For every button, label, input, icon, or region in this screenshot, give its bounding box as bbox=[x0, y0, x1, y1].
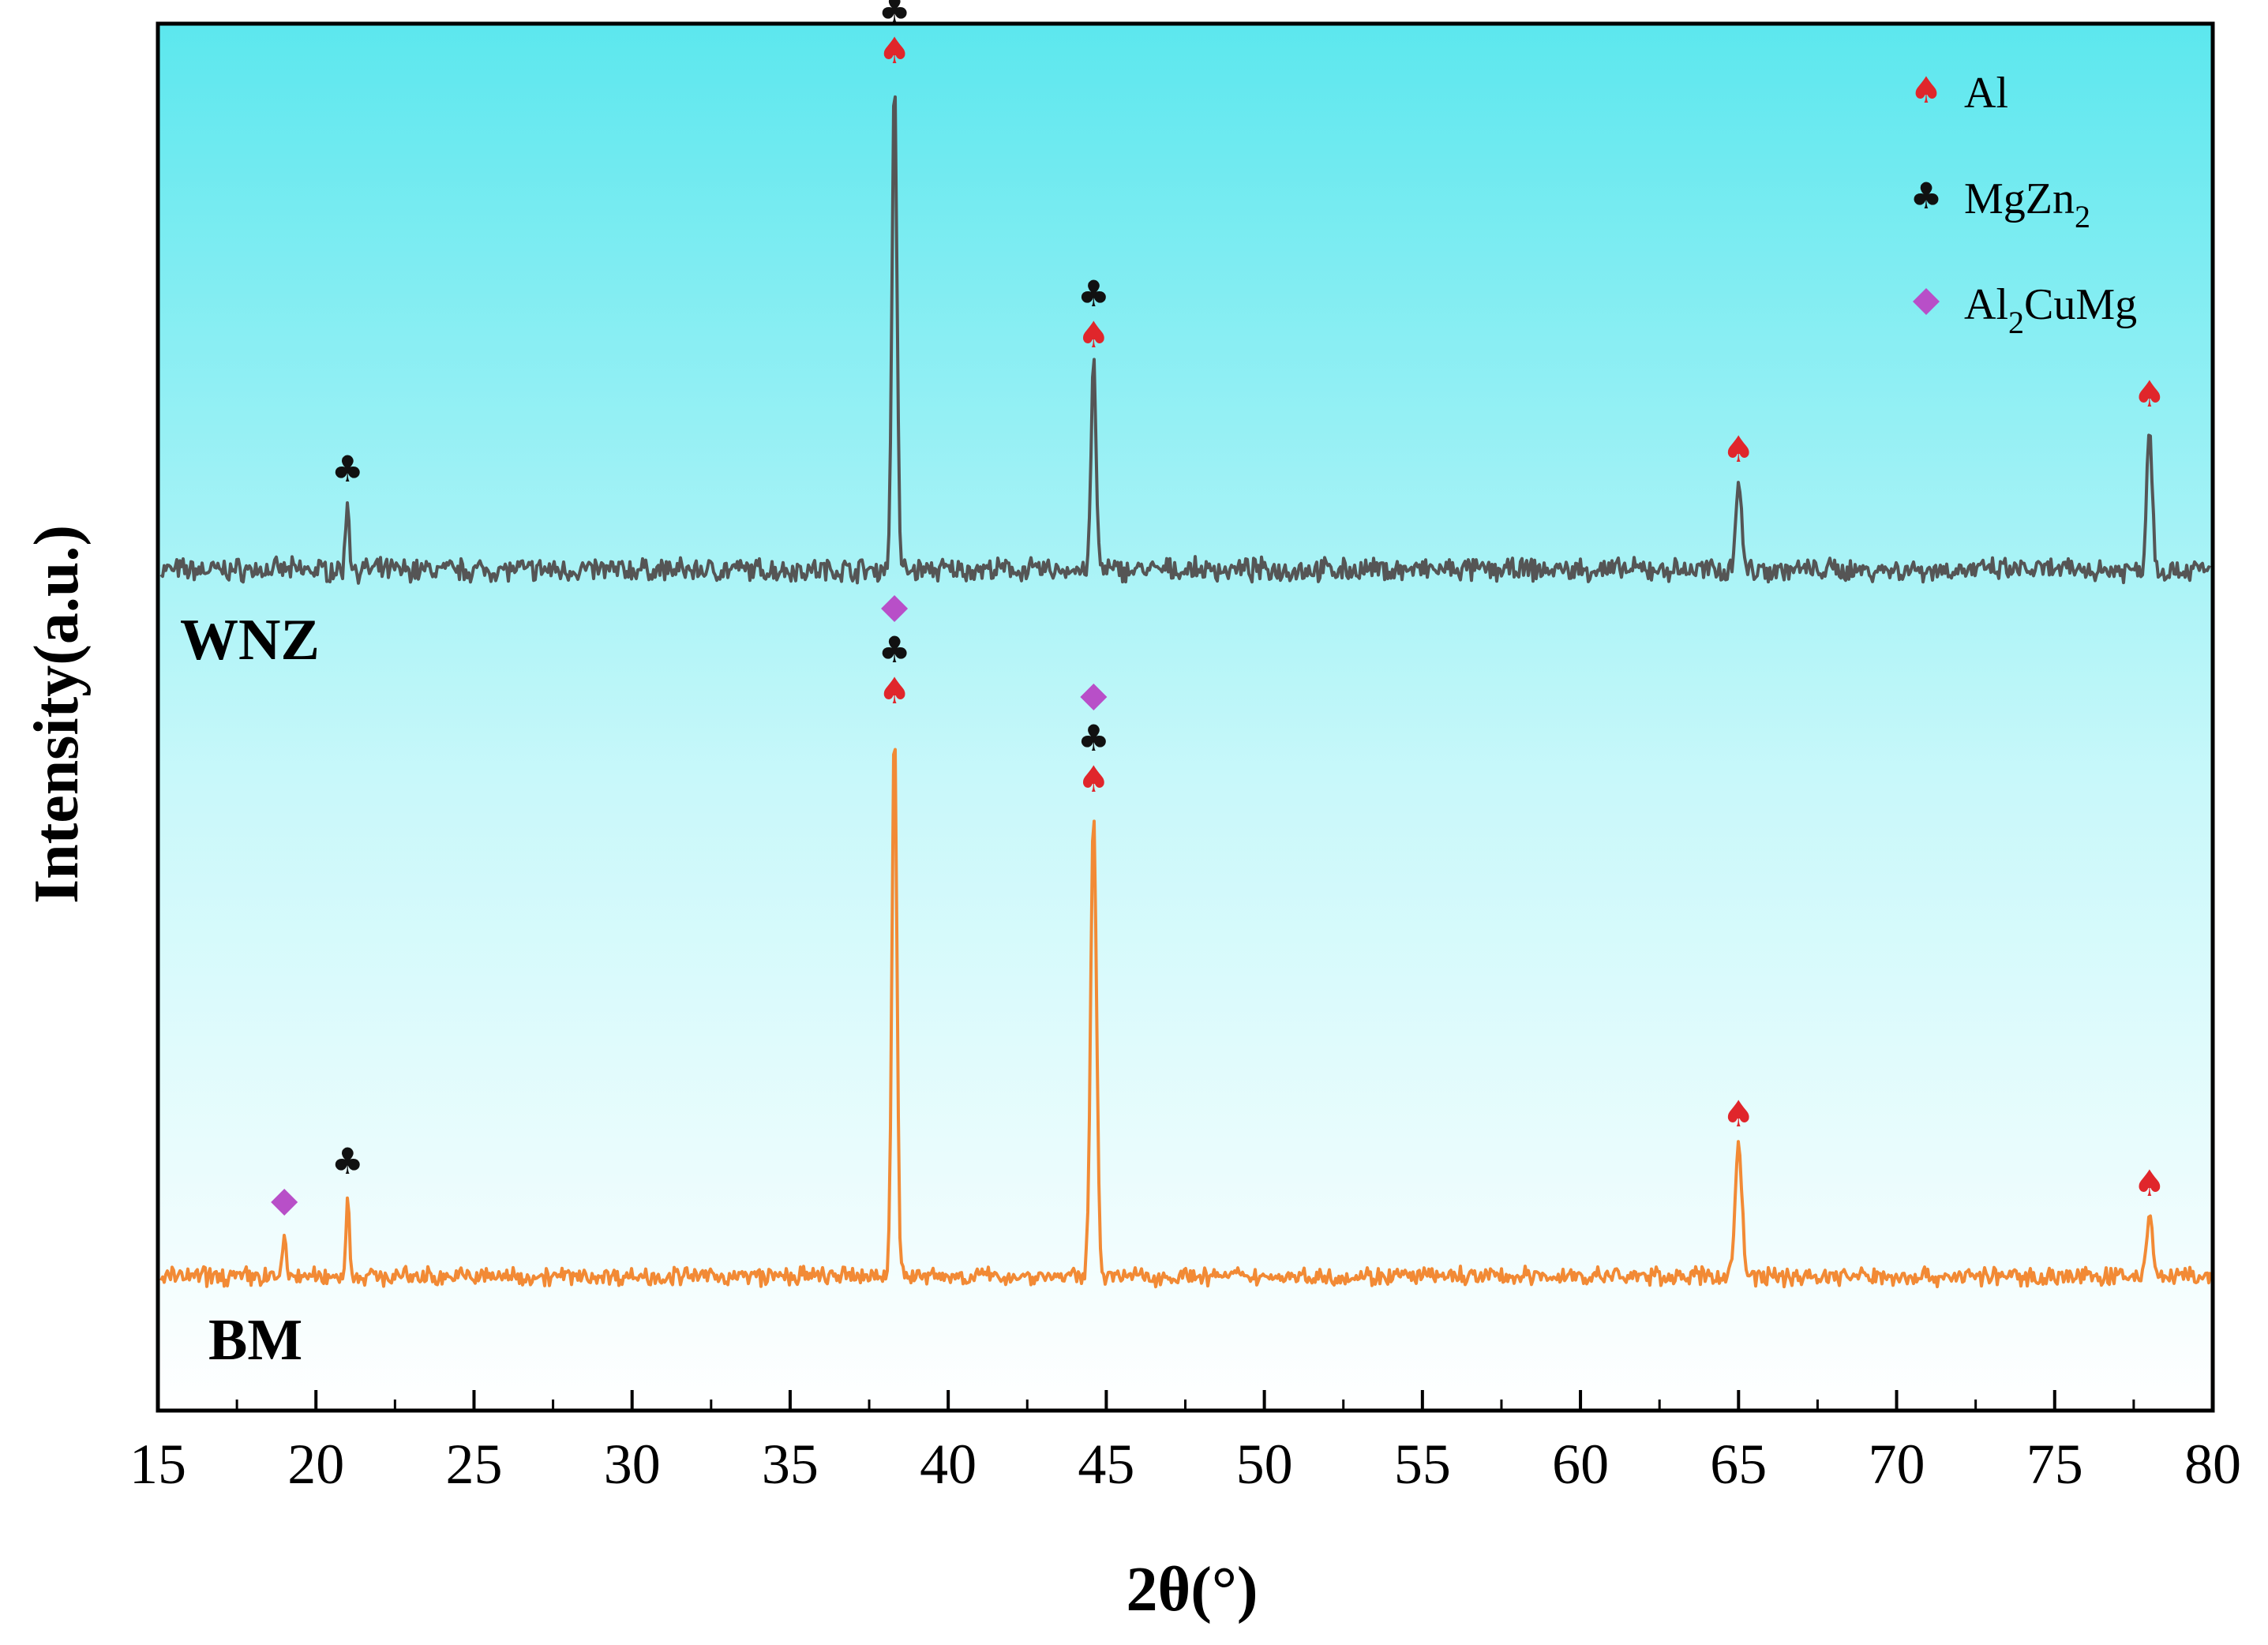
al-marker: ♠ bbox=[1723, 428, 1755, 470]
mgzn2-marker: ♣ bbox=[332, 1140, 364, 1182]
mgzn2-marker: ♣ bbox=[1078, 717, 1110, 759]
al-marker: ♠ bbox=[2133, 1162, 2165, 1205]
al2cumg-marker bbox=[1913, 288, 1940, 315]
al-marker: ♠ bbox=[1078, 758, 1110, 800]
series-line-bm bbox=[159, 748, 2212, 1289]
x-tick-label: 55 bbox=[1394, 1433, 1451, 1496]
peak-marker-layer: ♠♣♠♣♠♠♣♣♠♣♠♣♠♠ bbox=[271, 0, 2166, 1216]
mgzn2-marker: ♣ bbox=[878, 628, 910, 671]
x-tick-label: 65 bbox=[1710, 1433, 1767, 1496]
x-tick-label: 70 bbox=[1869, 1433, 1925, 1496]
al2cumg-marker bbox=[881, 595, 909, 622]
series-label-wnz: WNZ bbox=[180, 608, 320, 673]
al-marker: ♠ bbox=[1723, 1092, 1755, 1135]
x-tick-label: 75 bbox=[2026, 1433, 2083, 1496]
mgzn2-marker: ♣ bbox=[878, 0, 910, 31]
al2cumg-marker bbox=[1080, 684, 1108, 710]
x-tick-label: 50 bbox=[1236, 1433, 1293, 1496]
x-axis: 15 20 25 30 35 40 45 50 55 60 65 70 75 80 bbox=[129, 1390, 2241, 1496]
legend: ♠ Al ♣ MgZn2 Al2CuMg bbox=[1910, 69, 2137, 340]
plot-background bbox=[158, 24, 2213, 1411]
series-layer bbox=[159, 95, 2212, 1289]
series-line-wnz bbox=[159, 95, 2211, 585]
al-marker: ♠ bbox=[1910, 69, 1942, 111]
x-axis-title: 2θ(°) bbox=[1126, 1555, 1258, 1624]
x-tick-label: 35 bbox=[762, 1433, 819, 1496]
al2cumg-marker bbox=[271, 1189, 298, 1216]
al-marker: ♠ bbox=[878, 29, 910, 72]
legend-label-mgzn2: MgZn2 bbox=[1964, 174, 2090, 234]
mgzn2-marker: ♣ bbox=[1910, 174, 1942, 217]
x-tick-label: 15 bbox=[129, 1433, 186, 1496]
al-marker: ♠ bbox=[1078, 313, 1110, 356]
al-marker: ♠ bbox=[2133, 373, 2165, 415]
x-tick-label: 20 bbox=[287, 1433, 344, 1496]
legend-label-al2cumg: Al2CuMg bbox=[1964, 280, 2137, 340]
legend-label-al: Al bbox=[1964, 69, 2008, 118]
y-axis-title: Intensity(a.u.) bbox=[22, 525, 92, 904]
x-tick-label: 40 bbox=[920, 1433, 977, 1496]
series-label-bm: BM bbox=[208, 1308, 302, 1373]
x-tick-label: 30 bbox=[604, 1433, 661, 1496]
al-marker: ♠ bbox=[878, 669, 910, 712]
x-tick-label: 60 bbox=[1552, 1433, 1609, 1496]
x-tick-label: 45 bbox=[1078, 1433, 1134, 1496]
mgzn2-marker: ♣ bbox=[332, 448, 364, 490]
mgzn2-marker: ♣ bbox=[1078, 272, 1110, 315]
x-tick-label: 25 bbox=[445, 1433, 502, 1496]
x-tick-label: 80 bbox=[2184, 1433, 2241, 1496]
